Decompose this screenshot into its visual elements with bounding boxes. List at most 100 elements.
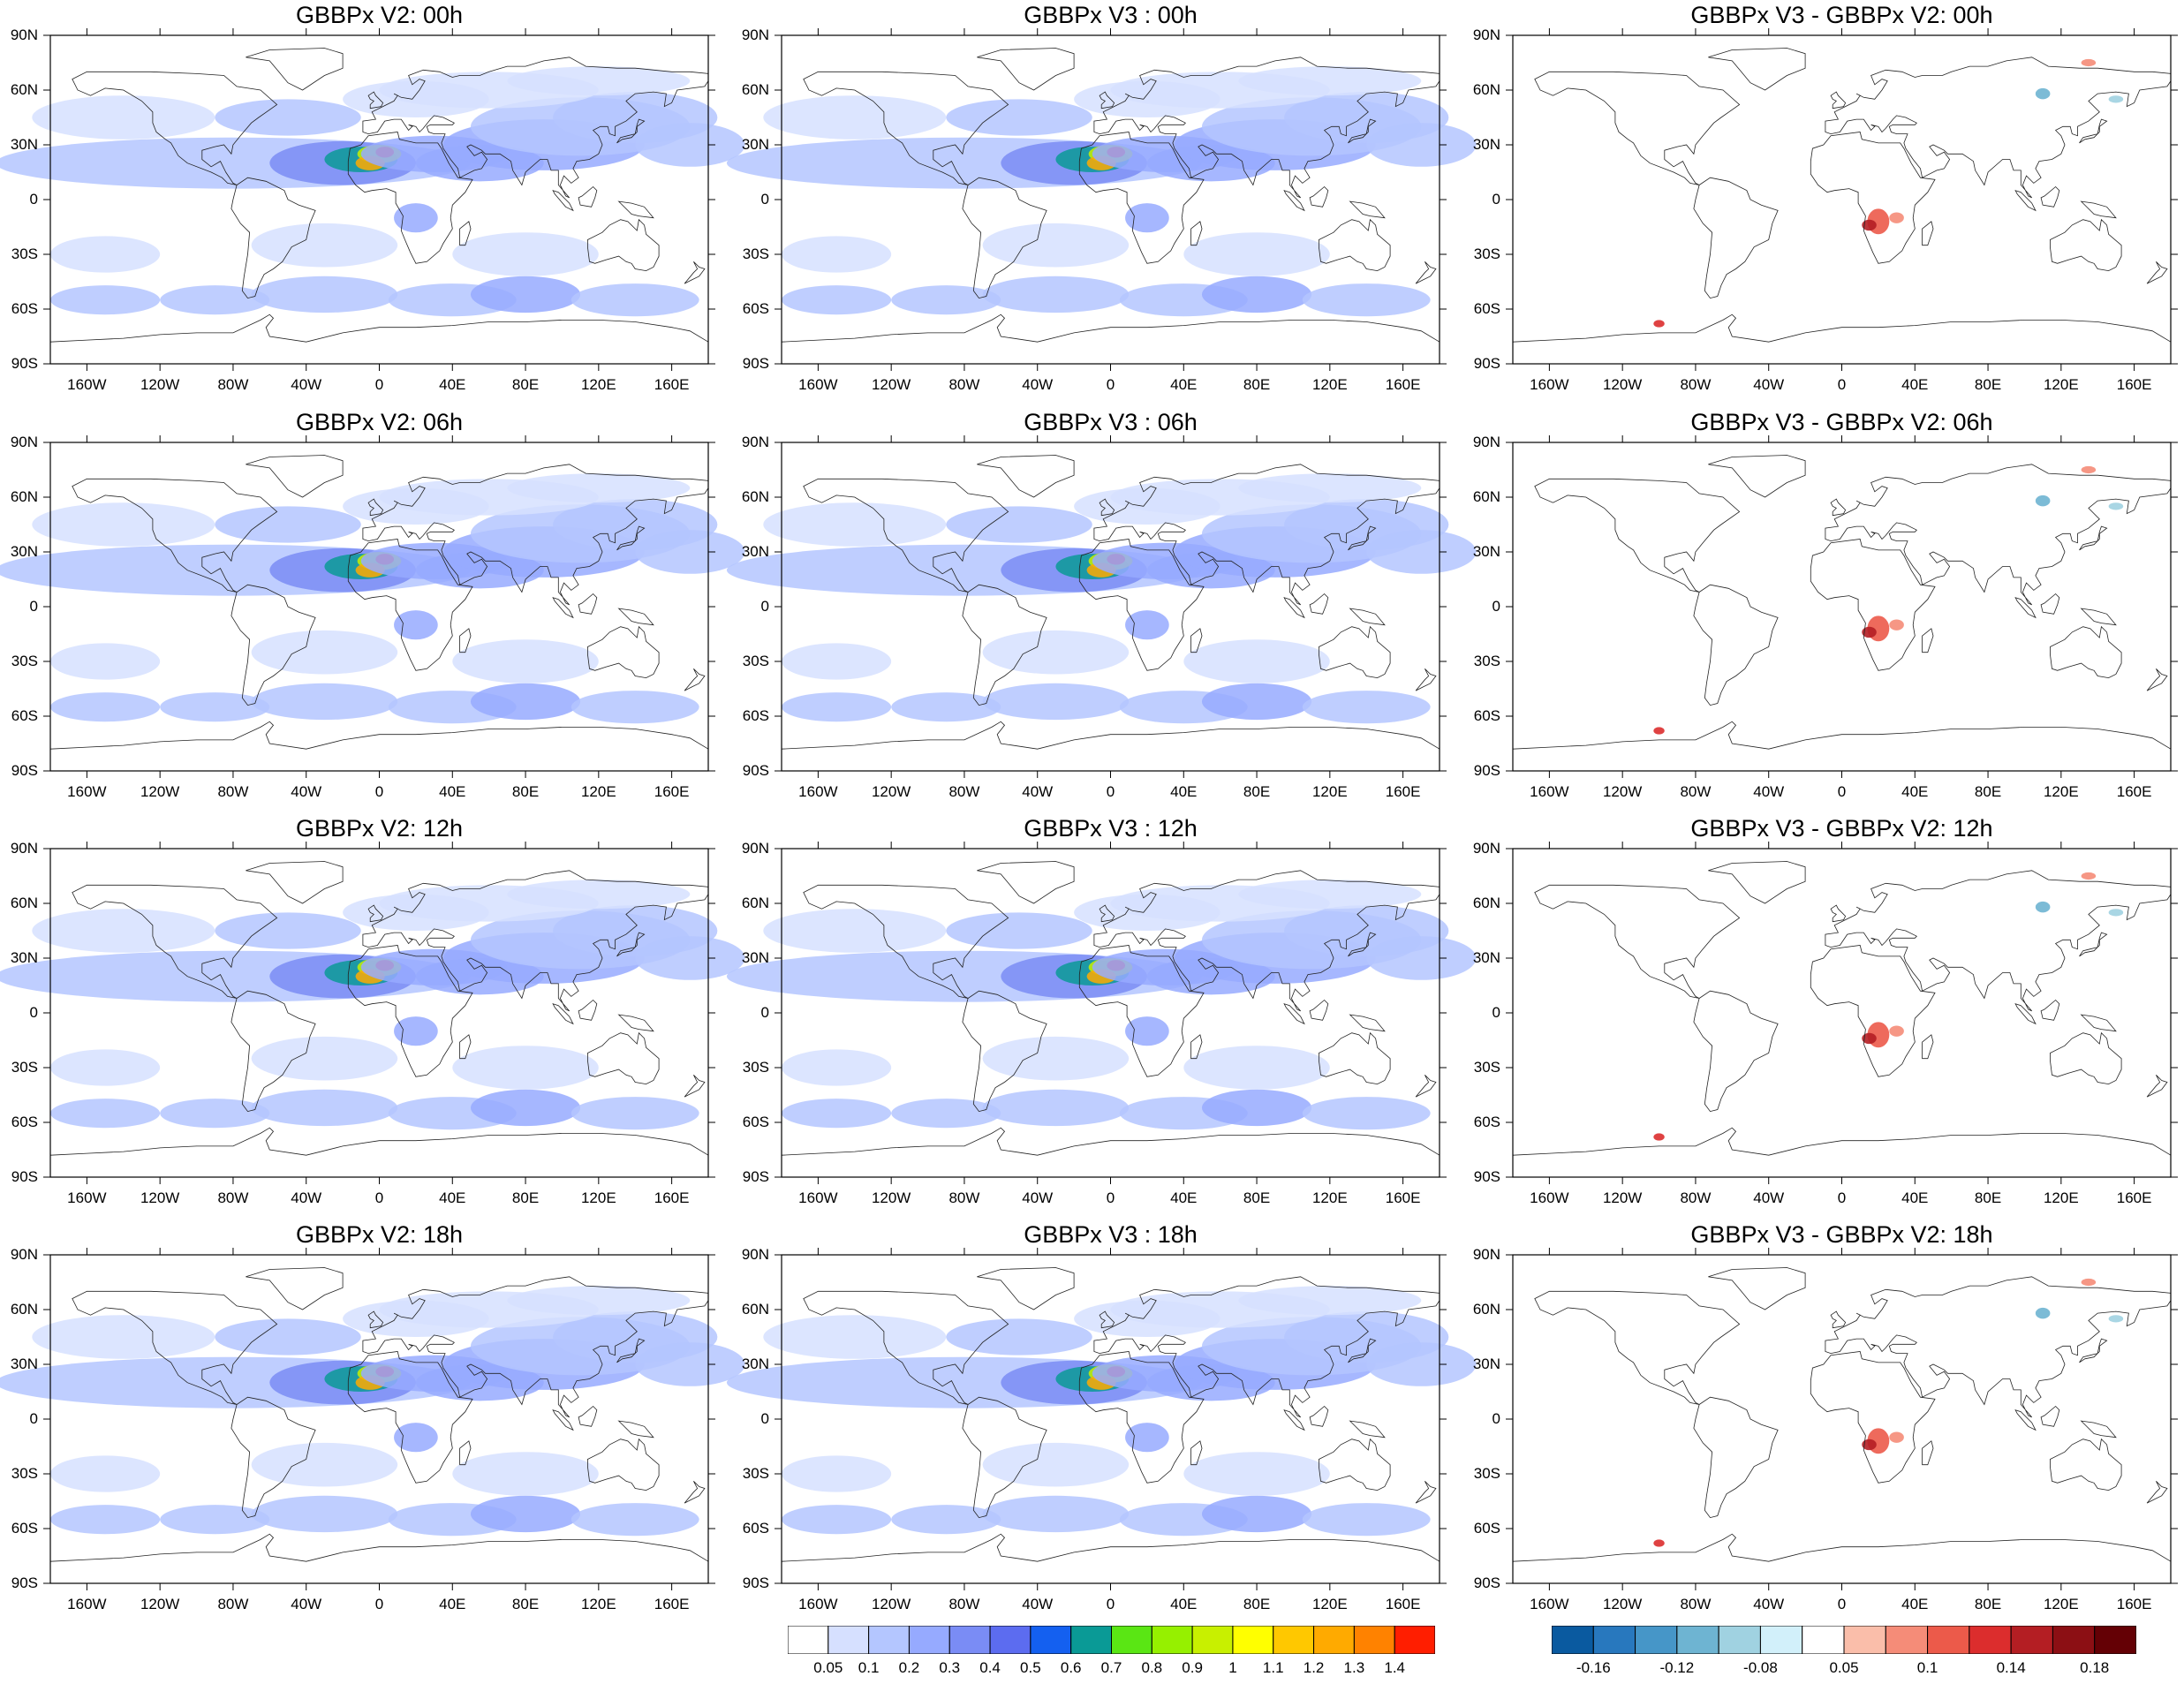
aod-field — [982, 683, 1130, 721]
lat-tick-label: 90N — [1472, 840, 1500, 857]
aod-field — [251, 223, 398, 268]
coastline-australia — [587, 1031, 660, 1085]
panel-title: GBBPx V2: 00h — [295, 2, 464, 28]
lat-tick-label: 90N — [1472, 26, 1500, 43]
lon-tick-label: 80W — [1680, 376, 1712, 393]
lat-tick-label: 60S — [1473, 1520, 1500, 1537]
map-canvas — [726, 1248, 1477, 1590]
aod-field — [1238, 66, 1422, 96]
difference-field — [1653, 320, 1665, 328]
lat-tick-label: 0 — [29, 191, 38, 208]
colorbar-swatch — [1969, 1625, 2012, 1655]
coastline-newZealand — [2146, 261, 2168, 284]
coastline-newGuinea — [1349, 200, 1386, 219]
lat-tick-label: 60S — [742, 1114, 769, 1130]
lat-tick-label: 60S — [1473, 300, 1500, 317]
lat-tick-label: 90S — [742, 1575, 769, 1591]
lat-tick-label: 30N — [1472, 1356, 1500, 1372]
coastline-northAmerica — [1534, 884, 1741, 999]
map-canvas — [0, 28, 745, 371]
lat-tick-label: 30N — [1472, 136, 1500, 153]
colorbar-swatch — [989, 1625, 1032, 1655]
lon-tick-label: 40W — [1022, 1596, 1054, 1612]
map-canvas — [0, 1248, 745, 1590]
lon-tick-label: 160E — [654, 376, 690, 393]
coastline-newZealand — [1415, 1075, 1437, 1098]
coastline-africa — [1810, 132, 1936, 264]
coastline-southAmerica — [230, 177, 316, 299]
lon-tick-label: 120E — [580, 783, 616, 800]
map-background — [1513, 442, 2171, 771]
coastline-newGuinea — [2080, 1014, 2117, 1032]
lon-tick-label: 40W — [1753, 783, 1785, 800]
aod-field — [507, 880, 691, 910]
lat-tick-label: 30S — [1473, 1059, 1500, 1076]
colorbar-swatch — [1676, 1625, 1719, 1655]
aod-field — [50, 692, 161, 722]
lat-tick-label: 30S — [11, 1465, 38, 1482]
aod-field — [215, 506, 361, 543]
aod-field — [635, 123, 745, 167]
lon-tick-label: 40E — [1170, 1189, 1198, 1206]
coastline-newGuinea — [617, 200, 654, 219]
lat-tick-label: 0 — [29, 598, 38, 615]
lat-tick-label: 90S — [1473, 762, 1500, 779]
aod-field — [982, 630, 1130, 675]
lat-tick-label: 30S — [1473, 1465, 1500, 1482]
lon-tick-label: 0 — [374, 376, 384, 393]
aod-field — [394, 610, 438, 640]
lon-tick-label: 0 — [1106, 376, 1115, 393]
aod-field — [160, 285, 270, 315]
lon-tick-label: 120E — [580, 376, 616, 393]
coastline-australia — [587, 625, 660, 679]
panel-title: GBBPx V3 - GBBPx V2: 06h — [1690, 409, 1993, 435]
colorbar-swatch — [1111, 1625, 1152, 1655]
coastline-newZealand — [1415, 668, 1437, 691]
coastline-japan — [1348, 1338, 1377, 1363]
colorbar-swatch — [1273, 1625, 1315, 1655]
lon-tick-label: 80E — [1243, 1596, 1271, 1612]
lon-tick-label: 0 — [374, 783, 384, 800]
lat-tick-label: 90S — [742, 1168, 769, 1185]
lon-tick-label: 120E — [2043, 1189, 2079, 1206]
coastline-southAmerica — [1693, 990, 1779, 1113]
coastline-eurasia — [1093, 57, 1440, 199]
coastline-britain — [1830, 1310, 1847, 1329]
lat-tick-label: 30S — [742, 1465, 769, 1482]
lon-tick-label: 0 — [1837, 1596, 1847, 1612]
lat-tick-label: 0 — [760, 598, 769, 615]
colorbar-swatch — [1635, 1625, 1678, 1655]
coastline-greenland — [1708, 455, 1806, 498]
lat-tick-label: 90N — [741, 434, 769, 450]
lon-tick-label: 40E — [439, 783, 466, 800]
lat-tick-label: 30S — [11, 1059, 38, 1076]
coastline-borneo — [578, 185, 598, 208]
aod-field — [1238, 1286, 1422, 1316]
colorbar-label: 1.2 — [1303, 1659, 1325, 1676]
coastline-southAmerica — [962, 177, 1047, 299]
coastline-japan — [2079, 932, 2108, 957]
coastline-greenland — [246, 861, 344, 904]
coastline-sumatra — [552, 597, 574, 619]
coastline-eurasia — [1093, 464, 1440, 606]
lon-tick-label: 160W — [67, 1189, 107, 1206]
lat-tick-label: 0 — [1492, 1410, 1500, 1427]
difference-field — [2035, 901, 2051, 913]
lat-tick-label: 90S — [1473, 1575, 1500, 1591]
coastline-madagascar — [1922, 221, 1934, 246]
map-panel-v3 — [726, 28, 1477, 371]
lat-tick-label: 30N — [741, 136, 769, 153]
lon-tick-label: 120W — [140, 783, 180, 800]
difference-field — [2081, 465, 2097, 474]
lat-tick-label: 90S — [11, 762, 38, 779]
aod-field — [50, 236, 161, 273]
aod-field — [782, 285, 892, 315]
aod-field — [891, 285, 1001, 315]
aod-field — [1183, 639, 1330, 683]
colorbar-swatch — [828, 1625, 870, 1655]
coastline-antarctica — [49, 1127, 709, 1156]
lon-tick-label: 80W — [948, 1189, 980, 1206]
coastline-northAmerica — [803, 884, 1009, 999]
coastline-japan — [1348, 118, 1377, 144]
lat-tick-label: 90N — [1472, 1246, 1500, 1263]
